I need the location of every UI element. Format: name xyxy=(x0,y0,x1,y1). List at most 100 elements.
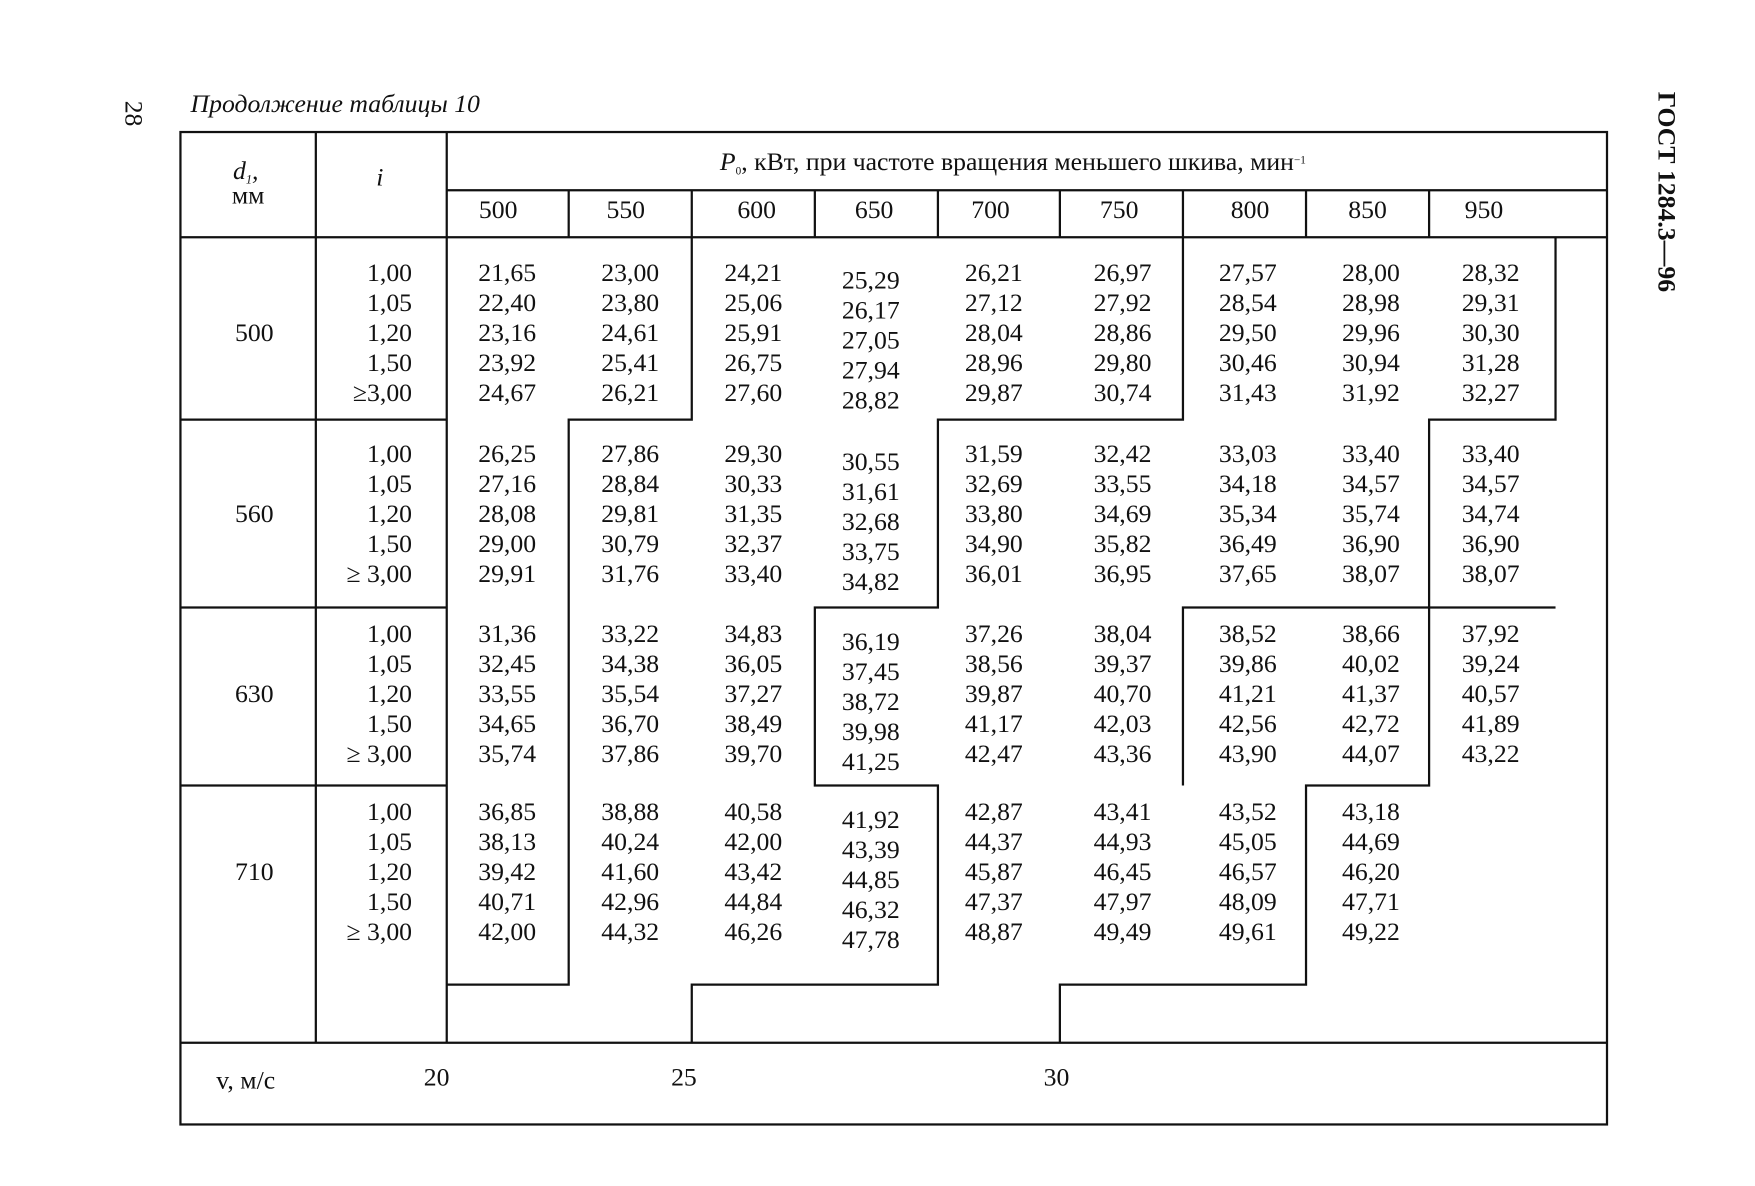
cell-value: 43,22 xyxy=(1462,739,1520,768)
header-cells xyxy=(567,190,1431,238)
cell-value: 35,54 xyxy=(601,679,659,708)
cell-value: 40,02 xyxy=(1342,649,1400,678)
cell-value: 26,25 xyxy=(478,439,536,468)
cell-value: 49,22 xyxy=(1342,917,1400,946)
cell-value: 39,24 xyxy=(1462,649,1520,678)
cell-value: 29,91 xyxy=(478,559,536,588)
cell-value: 30,33 xyxy=(724,469,782,498)
cell-value: 27,16 xyxy=(478,469,536,498)
cell-value: 41,17 xyxy=(965,709,1023,738)
cell-value: 23,00 xyxy=(601,258,659,287)
cell-value: 43,52 xyxy=(1219,797,1277,826)
cell-value: 43,42 xyxy=(724,857,782,886)
cell-value: 38,13 xyxy=(478,827,536,856)
cell-value: 36,49 xyxy=(1219,529,1277,558)
p-text: , кВт, при частоте вращения меньшего шки… xyxy=(741,147,1294,176)
cell-value: 24,67 xyxy=(478,378,536,407)
cell-value: 28,86 xyxy=(1094,318,1152,347)
p-header: P0, кВт, при частоте вращения меньшего ш… xyxy=(719,147,1306,177)
ratio: 1,20 xyxy=(367,679,412,708)
speed-header: 600 xyxy=(737,195,776,224)
cell-value: 33,55 xyxy=(478,679,536,708)
cell-value: 38,56 xyxy=(965,649,1023,678)
table-border xyxy=(179,130,1609,1126)
cell-value: 28,96 xyxy=(965,348,1023,377)
diameter: 710 xyxy=(235,857,274,886)
cell-value: 44,32 xyxy=(601,917,659,946)
cell-value: 24,21 xyxy=(724,258,782,287)
cell-value: 34,38 xyxy=(601,649,659,678)
cell-value: 39,37 xyxy=(1094,649,1152,678)
cell-value: 42,47 xyxy=(965,739,1023,768)
cell-value: 45,05 xyxy=(1219,827,1277,856)
cell-value: 44,69 xyxy=(1342,827,1400,856)
p-superscript: −1 xyxy=(1294,154,1306,166)
cell-value: 33,40 xyxy=(1462,439,1520,468)
cell-value: 22,40 xyxy=(478,288,536,317)
cell-value: 32,68 xyxy=(842,507,900,536)
cell-value: 32,42 xyxy=(1094,439,1152,468)
cell-value: 37,65 xyxy=(1219,559,1277,588)
zone-line xyxy=(446,237,693,986)
speed-header: 500 xyxy=(479,195,518,224)
cell-value: 27,05 xyxy=(842,326,900,355)
cell-value: 34,69 xyxy=(1094,499,1152,528)
cell-value: 47,71 xyxy=(1342,887,1400,916)
ratio: 1,00 xyxy=(367,797,412,826)
cell-value: 26,97 xyxy=(1094,258,1152,287)
cell-value: 34,82 xyxy=(842,567,900,596)
cell-value: 28,82 xyxy=(842,386,900,415)
ratio: 1,50 xyxy=(367,709,412,738)
cell-value: 38,72 xyxy=(842,687,900,716)
cell-value: 32,37 xyxy=(724,529,782,558)
cell-value: 34,74 xyxy=(1462,499,1520,528)
ratio: 1,00 xyxy=(367,619,412,648)
table-frame xyxy=(179,130,1609,1126)
cell-value: 29,81 xyxy=(601,499,659,528)
diameter: 560 xyxy=(235,499,274,528)
ratio: ≥ 3,00 xyxy=(346,739,412,768)
cell-value: 32,45 xyxy=(478,649,536,678)
ratio: 1,05 xyxy=(367,469,412,498)
cell-value: 43,18 xyxy=(1342,797,1400,826)
cell-value: 25,91 xyxy=(724,318,782,347)
d-header: d1, xyxy=(233,156,258,186)
speed-mark: 25 xyxy=(671,1062,697,1091)
cell-value: 23,80 xyxy=(601,288,659,317)
diameter: 500 xyxy=(235,318,274,347)
cell-value: 48,09 xyxy=(1219,887,1277,916)
cell-value: 33,22 xyxy=(601,619,659,648)
zone-line xyxy=(1058,237,1557,1043)
cell-value: 31,92 xyxy=(1342,378,1400,407)
cell-value: 47,37 xyxy=(965,887,1023,916)
cell-value: 30,74 xyxy=(1094,378,1152,407)
table-body: 500 550 600 650 700 750 800 850 9505001,001,051,… xyxy=(235,195,1520,1091)
cell-value: 42,72 xyxy=(1342,709,1400,738)
zone-line xyxy=(690,237,1185,1043)
cell-value: 41,21 xyxy=(1219,679,1277,708)
p-subscript: 0 xyxy=(736,166,742,178)
cell-value: 35,74 xyxy=(478,739,536,768)
cell-value: 28,54 xyxy=(1219,288,1277,317)
cell-value: 39,42 xyxy=(478,857,536,886)
cell-value: 33,80 xyxy=(965,499,1023,528)
ratio: 1,00 xyxy=(367,258,412,287)
ratio: 1,20 xyxy=(367,318,412,347)
speed-header: 850 xyxy=(1348,195,1387,224)
cell-value: 26,21 xyxy=(601,378,659,407)
cell-value: 41,89 xyxy=(1462,709,1520,738)
cell-value: 36,01 xyxy=(965,559,1023,588)
cell-value: 29,00 xyxy=(478,529,536,558)
cell-value: 27,94 xyxy=(842,356,900,385)
cell-value: 36,85 xyxy=(478,797,536,826)
cell-value: 25,06 xyxy=(724,288,782,317)
ratio: 1,05 xyxy=(367,827,412,856)
cell-value: 48,87 xyxy=(965,917,1023,946)
cell-value: 35,74 xyxy=(1342,499,1400,528)
cell-value: 38,07 xyxy=(1342,559,1400,588)
cell-value: 36,19 xyxy=(842,627,900,656)
cell-value: 42,56 xyxy=(1219,709,1277,738)
cell-value: 40,70 xyxy=(1094,679,1152,708)
cell-value: 27,92 xyxy=(1094,288,1152,317)
